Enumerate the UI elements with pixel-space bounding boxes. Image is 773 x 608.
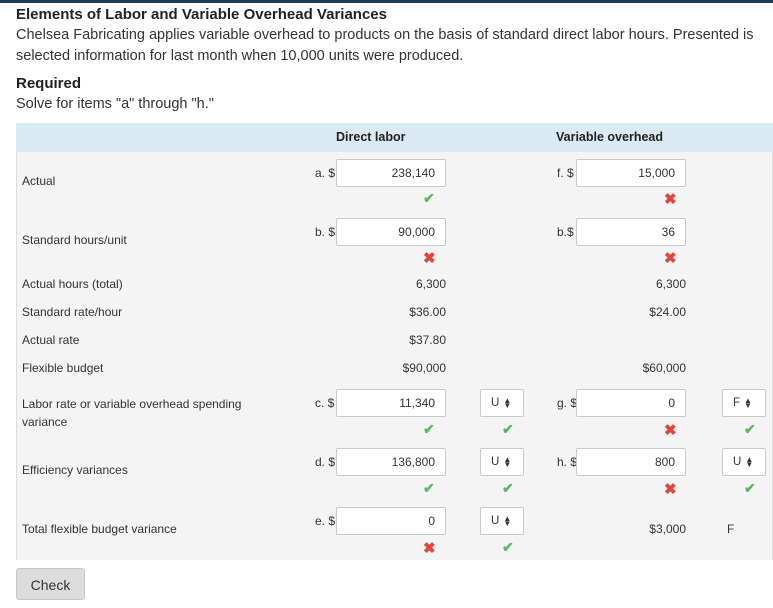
incorrect-icon: ✖ — [664, 191, 677, 208]
required-text: Solve for items "a" through "h." — [16, 96, 214, 112]
prefix-g: g. $ — [557, 396, 578, 410]
input-g-overhead-spending-variance[interactable] — [576, 389, 686, 417]
row-label-standard-hours: Standard hours/unit — [22, 233, 127, 247]
prefix-h: h. $ — [557, 455, 578, 469]
problem-intro: Chelsea Fabricating applies variable ove… — [16, 27, 754, 64]
dl-flexible-budget: $90,000 — [402, 361, 446, 375]
row-label-efficiency-variances: Efficiency variances — [22, 463, 128, 477]
vo-actual-hours: 6,300 — [655, 277, 686, 291]
row-label-standard-rate: Standard rate/hour — [22, 305, 123, 319]
prefix-a: a. $ — [315, 166, 336, 180]
correct-icon: ✔ — [502, 480, 514, 496]
col-direct-labor: Direct labor — [336, 130, 406, 144]
required-heading: Required — [16, 75, 82, 92]
prefix-c: c. $ — [315, 396, 335, 410]
input-b-standard-hours-labor[interactable] — [336, 218, 446, 246]
page-title: Elements of Labor and Variable Overhead … — [16, 6, 387, 23]
prefix-b: b. $ — [315, 225, 336, 239]
select-e-fu[interactable]: U ▲ ▼ — [480, 507, 524, 535]
select-g-fu[interactable]: F ▲ ▼ — [722, 389, 766, 417]
incorrect-icon: ✖ — [423, 250, 436, 267]
updown-arrows-icon: ▲ ▼ — [503, 395, 512, 410]
check-button[interactable]: Check — [16, 568, 85, 600]
dl-actual-hours: 6,300 — [415, 277, 446, 291]
row-label-total-variance: Total flexible budget variance — [22, 522, 177, 536]
updown-arrows-icon: ▲ ▼ — [745, 454, 754, 469]
input-f-actual-overhead[interactable] — [576, 159, 686, 187]
row-label-actual-rate: Actual rate — [22, 333, 80, 347]
prefix-f: f. $ — [557, 166, 574, 180]
input-d-labor-efficiency-variance[interactable] — [336, 448, 446, 476]
correct-icon: ✔ — [502, 421, 514, 437]
select-h-fu[interactable]: U ▲ ▼ — [722, 448, 766, 476]
correct-icon: ✔ — [423, 480, 435, 496]
correct-icon: ✔ — [423, 190, 435, 206]
select-value: U — [733, 456, 742, 468]
vo-standard-rate: $24.00 — [649, 305, 686, 319]
select-value: U — [491, 397, 500, 409]
select-value: U — [491, 456, 500, 468]
select-c-fu[interactable]: U ▲ ▼ — [480, 389, 524, 417]
row-label-rate-spending-variance: Labor rate or variable overhead spending… — [22, 397, 242, 429]
dl-standard-rate: $36.00 — [409, 305, 446, 319]
input-e-total-labor-variance[interactable] — [336, 507, 446, 535]
col-variable-overhead: Variable overhead — [556, 130, 664, 144]
incorrect-icon: ✖ — [664, 422, 677, 439]
input-c-labor-rate-variance[interactable] — [336, 389, 446, 417]
prefix-e: e. $ — [315, 514, 336, 528]
updown-arrows-icon: ▲ ▼ — [503, 454, 512, 469]
correct-icon: ✔ — [744, 480, 756, 496]
variance-panel — [16, 123, 773, 560]
select-value: F — [733, 397, 741, 409]
row-label-actual-hours: Actual hours (total) — [22, 277, 123, 291]
updown-arrows-icon: ▲ ▼ — [503, 513, 512, 528]
correct-icon: ✔ — [744, 421, 756, 437]
table-header — [16, 123, 773, 152]
prefix-d: d. $ — [315, 455, 336, 469]
vo-flexible-budget: $60,000 — [642, 361, 686, 375]
incorrect-icon: ✖ — [664, 250, 677, 267]
updown-arrows-icon: ▲ ▼ — [744, 395, 752, 410]
row-label-flexible-budget: Flexible budget — [22, 361, 104, 375]
input-h-overhead-efficiency-variance[interactable] — [576, 448, 686, 476]
vo-total-variance: $3,000 — [649, 522, 686, 536]
select-value: U — [491, 515, 500, 527]
input-b-standard-hours-overhead[interactable] — [576, 218, 686, 246]
row-label-actual: Actual — [22, 174, 56, 188]
input-a-actual-labor[interactable] — [336, 159, 446, 187]
prefix-b-overhead: b.$ — [557, 225, 574, 239]
incorrect-icon: ✖ — [664, 481, 677, 498]
select-d-fu[interactable]: U ▲ ▼ — [480, 448, 524, 476]
correct-icon: ✔ — [423, 421, 435, 437]
correct-icon: ✔ — [502, 539, 514, 555]
dl-actual-rate: $37.80 — [409, 333, 446, 347]
vo-total-variance-type: F — [727, 522, 735, 536]
incorrect-icon: ✖ — [423, 540, 436, 557]
